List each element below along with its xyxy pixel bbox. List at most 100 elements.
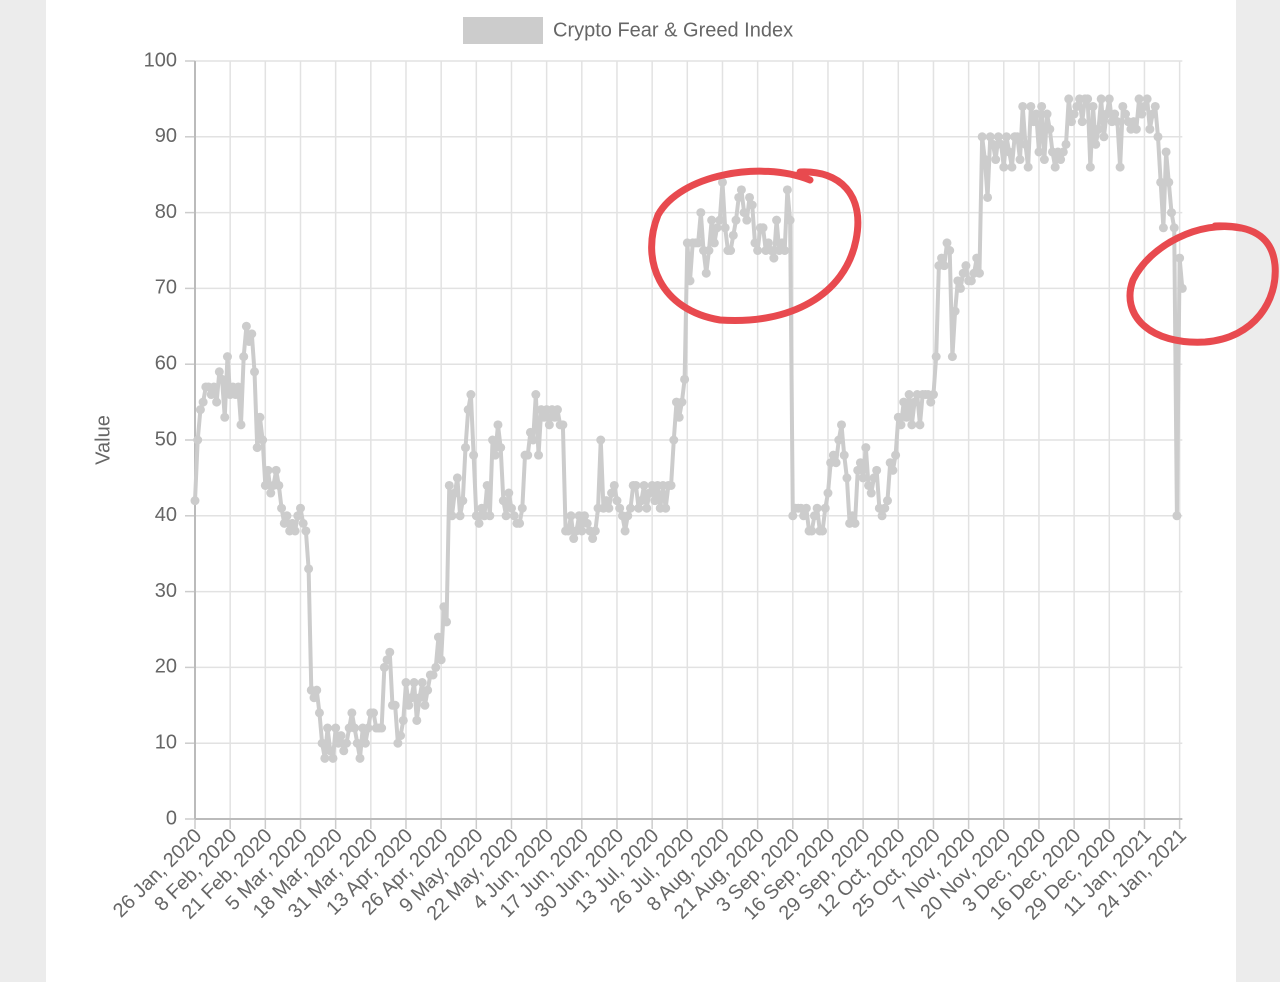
data-point: [644, 488, 654, 498]
data-point: [639, 480, 649, 490]
data-point: [1023, 162, 1033, 172]
data-point: [331, 723, 341, 733]
data-point: [442, 617, 452, 627]
data-point: [1069, 109, 1079, 119]
data-point: [939, 261, 949, 271]
data-point: [314, 708, 324, 718]
data-point: [222, 352, 232, 362]
data-point: [937, 253, 947, 263]
data-point: [1064, 94, 1074, 104]
data-point: [1156, 177, 1166, 187]
data-point: [642, 503, 652, 513]
data-point: [328, 753, 338, 763]
data-point: [742, 215, 752, 225]
data-point: [1148, 109, 1158, 119]
data-point: [523, 450, 533, 460]
data-point: [788, 511, 798, 521]
data-point: [1150, 101, 1160, 111]
y-tick-label: 20: [155, 656, 177, 678]
data-point: [1061, 139, 1071, 149]
data-point: [534, 450, 544, 460]
legend-label: Crypto Fear & Greed Index: [553, 19, 793, 41]
data-point: [1112, 117, 1122, 127]
data-point: [896, 420, 906, 430]
data-point: [409, 678, 419, 688]
data-point: [193, 435, 203, 445]
data-point: [260, 480, 270, 490]
data-point: [209, 382, 219, 392]
data-point: [956, 283, 966, 293]
data-point: [263, 465, 273, 475]
data-point: [363, 723, 373, 733]
data-point: [980, 155, 990, 165]
data-point: [899, 397, 909, 407]
data-point: [623, 511, 633, 521]
data-point: [966, 276, 976, 286]
data-point: [842, 473, 852, 483]
data-point: [582, 518, 592, 528]
data-point: [915, 420, 925, 430]
data-point: [991, 155, 1001, 165]
data-point: [350, 723, 360, 733]
data-point: [1050, 162, 1060, 172]
data-point: [839, 450, 849, 460]
data-point: [701, 268, 711, 278]
data-point: [493, 420, 503, 430]
data-point: [888, 465, 898, 475]
data-point: [850, 518, 860, 528]
data-point: [471, 511, 481, 521]
data-point: [1177, 283, 1187, 293]
data-point: [404, 700, 414, 710]
data-point: [312, 685, 322, 695]
data-point: [928, 390, 938, 400]
data-point: [431, 662, 441, 672]
legend-swatch: [463, 17, 543, 44]
data-point: [977, 132, 987, 142]
data-point: [341, 738, 351, 748]
data-point: [317, 738, 327, 748]
data-point: [355, 753, 365, 763]
data-point: [769, 253, 779, 263]
data-point: [1029, 117, 1039, 127]
data-point: [244, 336, 254, 346]
data-point: [517, 503, 527, 513]
data-point: [1039, 155, 1049, 165]
data-point: [745, 192, 755, 202]
data-point: [677, 397, 687, 407]
data-point: [436, 655, 446, 665]
annotation-circle: [648, 167, 862, 325]
y-axis-title: Value: [92, 415, 114, 465]
data-point: [252, 443, 262, 453]
y-tick-label: 90: [155, 125, 177, 147]
data-point: [236, 420, 246, 430]
data-point: [1104, 94, 1114, 104]
data-point: [1058, 147, 1068, 157]
data-point: [333, 738, 343, 748]
data-point: [377, 723, 387, 733]
data-point: [474, 518, 484, 528]
data-point: [1083, 94, 1093, 104]
data-point: [631, 480, 641, 490]
data-point: [590, 526, 600, 536]
data-point: [674, 412, 684, 422]
data-point: [626, 503, 636, 513]
data-point: [1042, 109, 1052, 119]
y-tick-label: 0: [166, 807, 177, 829]
data-point: [531, 390, 541, 400]
data-point: [669, 435, 679, 445]
data-point: [901, 412, 911, 422]
data-point: [1099, 132, 1109, 142]
data-point: [428, 670, 438, 680]
data-point: [1072, 101, 1082, 111]
data-point: [961, 261, 971, 271]
data-point: [496, 443, 506, 453]
data-point: [1102, 109, 1112, 119]
data-point: [596, 435, 606, 445]
data-point: [953, 276, 963, 286]
data-point: [893, 412, 903, 422]
data-point: [763, 238, 773, 248]
data-point: [515, 518, 525, 528]
data-point: [506, 503, 516, 513]
data-point: [369, 708, 379, 718]
